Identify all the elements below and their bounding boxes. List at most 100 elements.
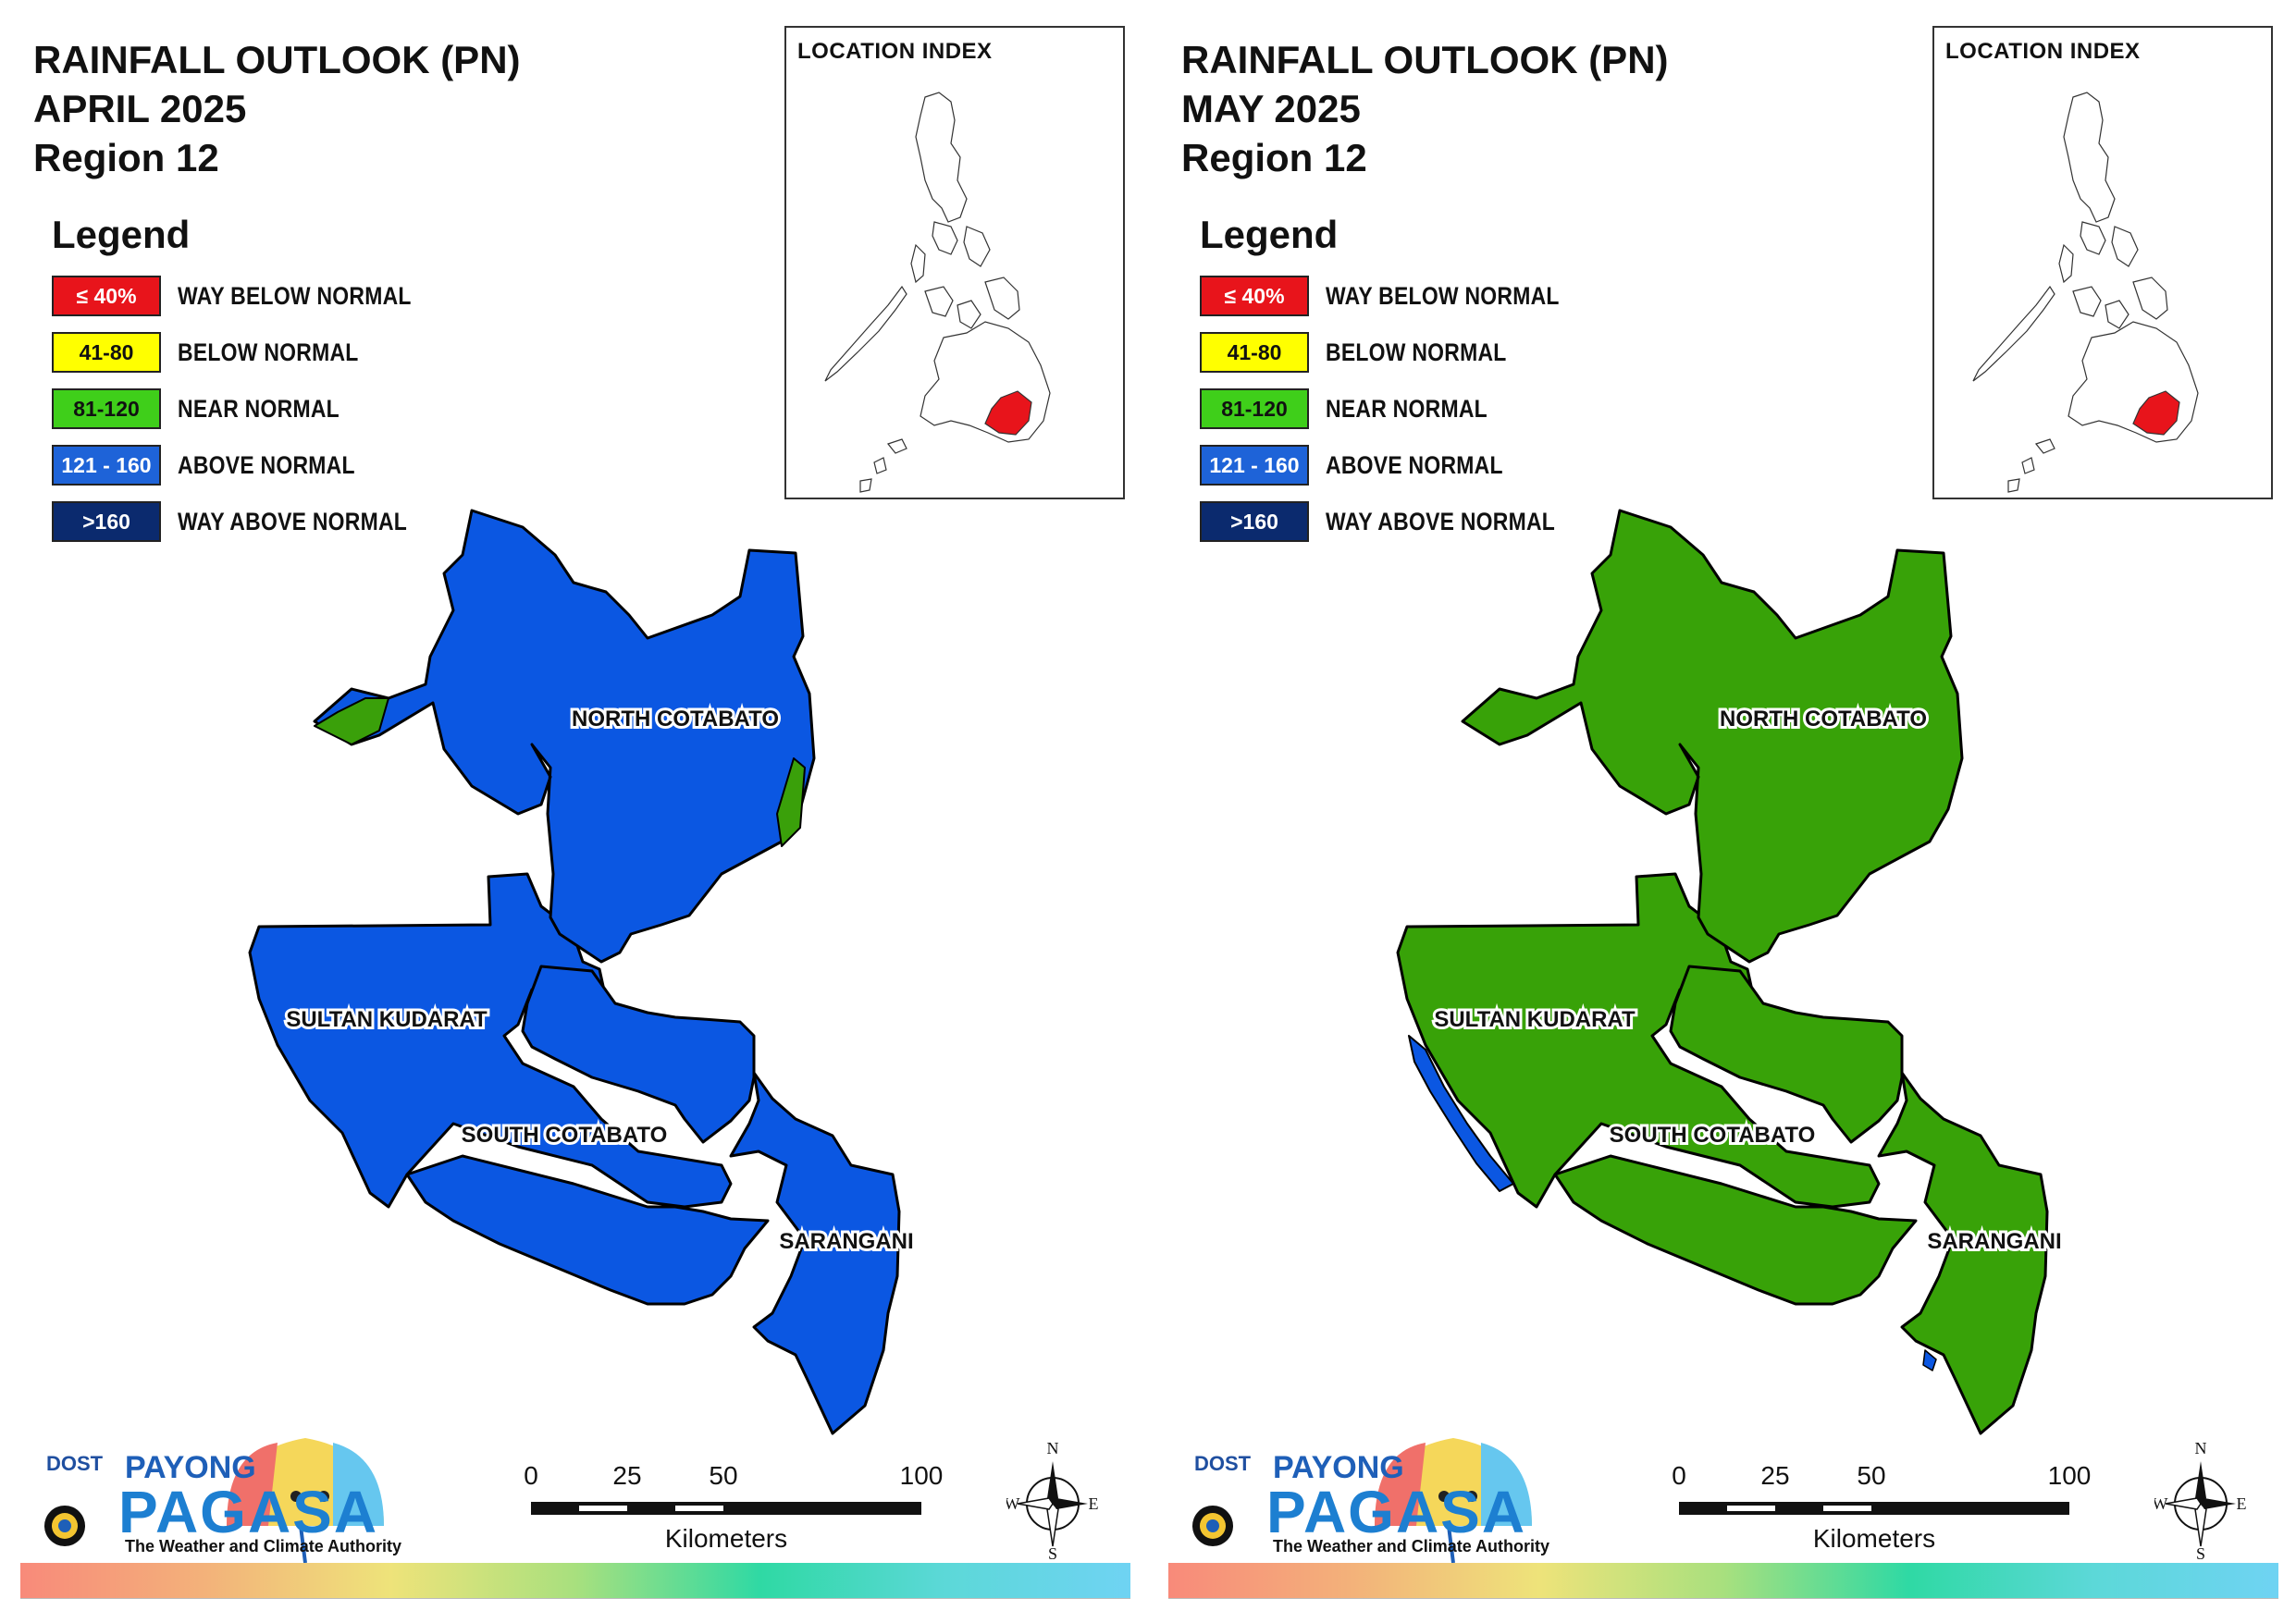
label-sarangani: SARANGANI xyxy=(779,1229,913,1254)
title-line-2: MAY 2025 xyxy=(1181,87,1361,130)
legend-heading: Legend xyxy=(1200,213,1339,256)
brand-tagline: The Weather and Climate Authority xyxy=(125,1537,402,1555)
legend-heading: Legend xyxy=(52,213,191,256)
scale-bar-graphic xyxy=(531,1502,921,1515)
legend-label: WAY ABOVE NORMAL xyxy=(178,507,408,535)
compass-rose-icon: N S W E xyxy=(2153,1439,2247,1563)
region-12-map: NORTH COTABATO SULTAN KUDARAT SOUTH COTA… xyxy=(1396,509,2065,1435)
near-normal-patch xyxy=(776,757,806,847)
location-index: LOCATION INDEX xyxy=(784,26,1125,499)
compass-w: W xyxy=(1006,1494,1020,1513)
compass-n: N xyxy=(2195,1441,2207,1457)
region-12-map: NORTH COTABATO SULTAN KUDARAT SOUTH COTA… xyxy=(248,509,914,1435)
region-12-highlight xyxy=(984,390,1032,436)
scale-tick-0: 0 xyxy=(1672,1461,1686,1490)
brand-pagasa: PAGASA xyxy=(118,1479,379,1545)
legend-item-above: 121 - 160 ABOVE NORMAL xyxy=(1200,443,1600,487)
legend-label: ABOVE NORMAL xyxy=(1326,450,1503,479)
province-south-cotabato-shape[interactable] xyxy=(1553,1154,1918,1306)
legend-swatch: >160 xyxy=(52,501,161,542)
province-sarangani-shape[interactable] xyxy=(1877,1071,2049,1435)
umbrella-logo-icon xyxy=(1192,1438,1532,1564)
title-line-1: RAINFALL OUTLOOK (PN) xyxy=(33,38,521,81)
province-south-cotabato-shape[interactable] xyxy=(1669,965,1904,1144)
brand-payong: PAYONG xyxy=(125,1450,256,1485)
legend-label: ABOVE NORMAL xyxy=(178,450,355,479)
legend-item-way-above: >160 WAY ABOVE NORMAL xyxy=(52,499,452,544)
legend-item-way-below: ≤ 40% WAY BELOW NORMAL xyxy=(52,274,452,318)
compass-n: N xyxy=(1047,1441,1059,1457)
footer-gradient-bar xyxy=(1168,1563,2278,1598)
footer-rule xyxy=(1168,1598,2278,1599)
philippines-outline-icon xyxy=(824,92,1051,493)
legend-item-above: 121 - 160 ABOVE NORMAL xyxy=(52,443,452,487)
province-south-cotabato-shape[interactable] xyxy=(405,1154,770,1306)
legend-item-way-above: >160 WAY ABOVE NORMAL xyxy=(1200,499,1600,544)
legend-label: NEAR NORMAL xyxy=(178,394,339,423)
legend-item-below: 41-80 BELOW NORMAL xyxy=(52,330,452,375)
map-title: RAINFALL OUTLOOK (PN) MAY 2025 Region 12 xyxy=(1181,35,1669,182)
label-south-cotabato: SOUTH COTABATO xyxy=(462,1123,668,1148)
pagasa-logo: DOST PAYONG PAGASA The Weather and Clima… xyxy=(28,1387,402,1564)
scale-bar: 0 25 50 100 Kilometers xyxy=(518,1461,943,1563)
compass-e: E xyxy=(1089,1494,1099,1513)
legend-swatch: 121 - 160 xyxy=(1200,445,1309,486)
region-12-highlight xyxy=(2132,390,2180,436)
compass-s: S xyxy=(2196,1544,2205,1561)
scale-bar-graphic xyxy=(1679,1502,2069,1515)
brand-payong: PAYONG xyxy=(1273,1450,1404,1485)
legend-swatch: >160 xyxy=(1200,501,1309,542)
province-north-cotabato-shape[interactable] xyxy=(1461,509,1964,964)
brand-dost: DOST xyxy=(1194,1452,1252,1475)
legend-swatch: 81-120 xyxy=(1200,388,1309,429)
location-index: LOCATION INDEX xyxy=(1932,26,2273,499)
label-sultan-kudarat: SULTAN KUDARAT xyxy=(1434,1007,1636,1032)
legend-label: NEAR NORMAL xyxy=(1326,394,1487,423)
legend-label: WAY ABOVE NORMAL xyxy=(1326,507,1556,535)
legend-item-below: 41-80 BELOW NORMAL xyxy=(1200,330,1600,375)
location-index-title: LOCATION INDEX xyxy=(797,39,993,64)
brand-dost: DOST xyxy=(46,1452,104,1475)
footer-gradient-bar xyxy=(20,1563,1130,1598)
panel-may: RAINFALL OUTLOOK (PN) MAY 2025 Region 12… xyxy=(1148,0,2296,1623)
province-south-cotabato-shape[interactable] xyxy=(521,965,756,1144)
near-normal-patch xyxy=(314,697,389,745)
scale-tick-50: 50 xyxy=(1857,1461,1886,1490)
legend-item-near: 81-120 NEAR NORMAL xyxy=(1200,387,1600,431)
province-sarangani-shape[interactable] xyxy=(729,1071,901,1435)
legend-swatch: 41-80 xyxy=(52,332,161,373)
legend: Legend ≤ 40% WAY BELOW NORMAL 41-80 BELO… xyxy=(1200,213,1600,556)
scale-tick-25: 25 xyxy=(612,1461,642,1490)
label-south-cotabato: SOUTH COTABATO xyxy=(1610,1123,1816,1148)
legend-swatch: 81-120 xyxy=(52,388,161,429)
province-north-cotabato-shape[interactable] xyxy=(313,509,816,964)
legend-swatch: ≤ 40% xyxy=(1200,276,1309,316)
pagasa-logo: DOST PAYONG PAGASA The Weather and Clima… xyxy=(1176,1387,1550,1564)
legend-label: BELOW NORMAL xyxy=(178,338,359,366)
panel-april: RAINFALL OUTLOOK (PN) APRIL 2025 Region … xyxy=(20,26,1130,1599)
compass-e: E xyxy=(2237,1494,2247,1513)
title-line-1: RAINFALL OUTLOOK (PN) xyxy=(1181,38,1669,81)
scale-tick-100: 100 xyxy=(2047,1461,2092,1490)
footer-rule xyxy=(20,1598,1130,1599)
scale-bar: 0 25 50 100 Kilometers xyxy=(1666,1461,2091,1563)
above-normal-patch xyxy=(1408,1035,1514,1192)
scale-unit: Kilometers xyxy=(664,1524,788,1553)
label-north-cotabato: NORTH COTABATO xyxy=(1720,707,1927,732)
brand-tagline: The Weather and Climate Authority xyxy=(1273,1537,1550,1555)
legend-label: WAY BELOW NORMAL xyxy=(178,281,412,310)
legend-swatch: 121 - 160 xyxy=(52,445,161,486)
scale-tick-100: 100 xyxy=(899,1461,944,1490)
compass-w: W xyxy=(2154,1494,2168,1513)
scale-tick-0: 0 xyxy=(524,1461,538,1490)
scale-tick-25: 25 xyxy=(1760,1461,1790,1490)
label-sarangani: SARANGANI xyxy=(1927,1229,2061,1254)
brand-pagasa: PAGASA xyxy=(1266,1479,1527,1545)
legend-swatch: 41-80 xyxy=(1200,332,1309,373)
compass-s: S xyxy=(1048,1544,1057,1561)
title-line-3: Region 12 xyxy=(33,136,219,179)
umbrella-logo-icon xyxy=(44,1438,384,1564)
legend-swatch: ≤ 40% xyxy=(52,276,161,316)
philippines-outline-icon xyxy=(1972,92,2199,493)
title-line-2: APRIL 2025 xyxy=(33,87,247,130)
